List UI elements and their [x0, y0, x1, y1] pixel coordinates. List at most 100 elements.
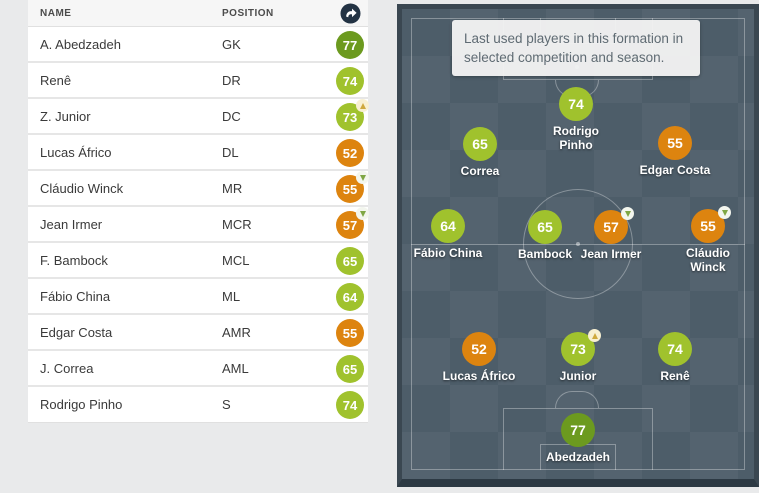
table-row[interactable]: Renê DR 74	[28, 63, 368, 99]
player-name: F. Bambock	[40, 253, 108, 268]
pitch-player-name: Lucas Áfrico	[442, 369, 516, 383]
rating-value: 65	[537, 219, 553, 235]
player-name: J. Correa	[40, 361, 94, 376]
rating-value: 73	[570, 341, 586, 357]
player-position: DC	[222, 109, 241, 124]
trend-icon	[621, 207, 634, 220]
table-row[interactable]: Jean Irmer MCR 57	[28, 207, 369, 243]
formation-tooltip: Last used players in this formation in s…	[452, 20, 700, 76]
player-position: MCR	[222, 217, 252, 232]
rating-value: 65	[342, 253, 358, 269]
rating-badge: 55	[336, 171, 369, 203]
rating-badge: 55	[658, 126, 692, 160]
rating-badge: 65	[528, 210, 562, 244]
rating-value: 74	[342, 73, 358, 89]
pitch-field: 74 Rodrigo Pinho 65 Correa 55 Edgar Costa…	[402, 9, 754, 479]
pitch-player[interactable]: 74 Rodrigo Pinho	[521, 87, 631, 152]
player-name: Renê	[40, 73, 72, 88]
rating-badge: 57	[336, 207, 369, 239]
table-body: A. Abedzadeh GK 77 Renê DR 74 Z. Junior …	[28, 27, 369, 423]
rating-badge: 64	[336, 283, 364, 311]
rating-value: 74	[342, 397, 358, 413]
rating-value: 65	[472, 136, 488, 152]
pitch-player[interactable]: 55 Edgar Costa	[620, 126, 730, 177]
rating-badge: 77	[561, 413, 595, 447]
pitch-player[interactable]: 64 Fábio China	[393, 209, 503, 260]
pitch-player[interactable]: 52 Lucas Áfrico	[424, 332, 534, 383]
rating-value: 74	[568, 96, 584, 112]
pitch-player-name: Rodrigo Pinho	[553, 124, 599, 152]
rating-badge: 74	[559, 87, 593, 121]
pitch-player[interactable]: 73 Junior	[523, 329, 633, 383]
pitch-player-name: Edgar Costa	[639, 163, 711, 177]
table-header-row: NAME POSITION	[28, 0, 368, 27]
rating-value: 77	[342, 37, 358, 53]
pitch-player[interactable]: 65 Bambock	[490, 210, 600, 261]
pitch-player[interactable]: 77 Abedzadeh	[523, 413, 633, 464]
rating-badge: 55	[336, 319, 364, 347]
table-row[interactable]: Rodrigo Pinho S 74	[28, 387, 368, 423]
rating-badge: 65	[336, 355, 364, 383]
rating-value: 73	[342, 109, 358, 125]
penalty-arc-bottom	[555, 391, 599, 408]
player-position: DR	[222, 73, 241, 88]
player-position: S	[222, 397, 231, 412]
table-row[interactable]: Cláudio Winck MR 55	[28, 171, 369, 207]
rating-badge: 52	[462, 332, 496, 366]
trend-icon	[718, 206, 731, 219]
pitch-player-name: Correa	[460, 164, 500, 178]
rating-badge: 74	[336, 391, 364, 419]
penalty-area-bottom	[503, 408, 653, 470]
pitch-player-name: Abedzadeh	[545, 450, 610, 464]
pitch-player[interactable]: 74 Renê	[620, 332, 730, 383]
rating-badge: 65	[463, 127, 497, 161]
player-name: Lucas Áfrico	[40, 145, 112, 160]
trend-icon	[356, 99, 369, 112]
rating-value: 52	[471, 341, 487, 357]
rating-badge: 74	[658, 332, 692, 366]
player-name: Z. Junior	[40, 109, 91, 124]
rating-value: 77	[570, 422, 586, 438]
column-header-name: NAME	[40, 8, 72, 19]
center-circle	[523, 189, 633, 299]
player-ratings-table: NAME POSITION A. Abedzadeh GK 77 Renê DR…	[28, 0, 369, 423]
table-row[interactable]: Lucas Áfrico DL 52	[28, 135, 368, 171]
rating-value: 57	[603, 219, 619, 235]
player-position: GK	[222, 37, 241, 52]
player-name: Jean Irmer	[40, 217, 103, 232]
pitch-player-name: Fábio China	[413, 246, 483, 260]
sofascore-rating-logo-icon	[340, 3, 361, 24]
rating-value: 57	[342, 217, 358, 233]
player-name: Fábio China	[40, 289, 111, 304]
table-row[interactable]: Edgar Costa AMR 55	[28, 315, 368, 351]
pitch-player-name: Renê	[660, 369, 690, 383]
pitch-player-name: Jean Irmer	[580, 247, 642, 261]
rating-badge: 65	[336, 247, 364, 275]
table-row[interactable]: F. Bambock MCL 65	[28, 243, 368, 279]
rating-badge: 55	[691, 206, 731, 243]
rating-value: 55	[667, 135, 683, 151]
rating-value: 55	[342, 325, 358, 341]
formation-tooltip-text: Last used players in this formation in s…	[464, 31, 684, 65]
rating-value: 52	[342, 145, 358, 161]
pitch-player[interactable]: 57 Jean Irmer	[556, 207, 666, 261]
trend-icon	[588, 329, 601, 342]
player-name: Cláudio Winck	[40, 181, 124, 196]
player-name: Rodrigo Pinho	[40, 397, 123, 412]
table-row[interactable]: Z. Junior DC 73	[28, 99, 369, 135]
player-name: A. Abedzadeh	[40, 37, 121, 52]
rating-value: 55	[700, 218, 716, 234]
column-header-position: POSITION	[222, 8, 274, 19]
touchline	[411, 18, 745, 470]
pitch-player[interactable]: 55 Cláudio Winck	[653, 206, 759, 274]
pitch-player[interactable]: 65 Correa	[425, 127, 535, 178]
table-row[interactable]: A. Abedzadeh GK 77	[28, 27, 368, 63]
table-row[interactable]: Fábio China ML 64	[28, 279, 368, 315]
table-row[interactable]: J. Correa AML 65	[28, 351, 368, 387]
rating-badge: 52	[336, 139, 364, 167]
rating-value: 65	[342, 361, 358, 377]
trend-icon	[356, 171, 369, 184]
rating-value: 64	[440, 218, 456, 234]
player-position: AML	[222, 361, 249, 376]
